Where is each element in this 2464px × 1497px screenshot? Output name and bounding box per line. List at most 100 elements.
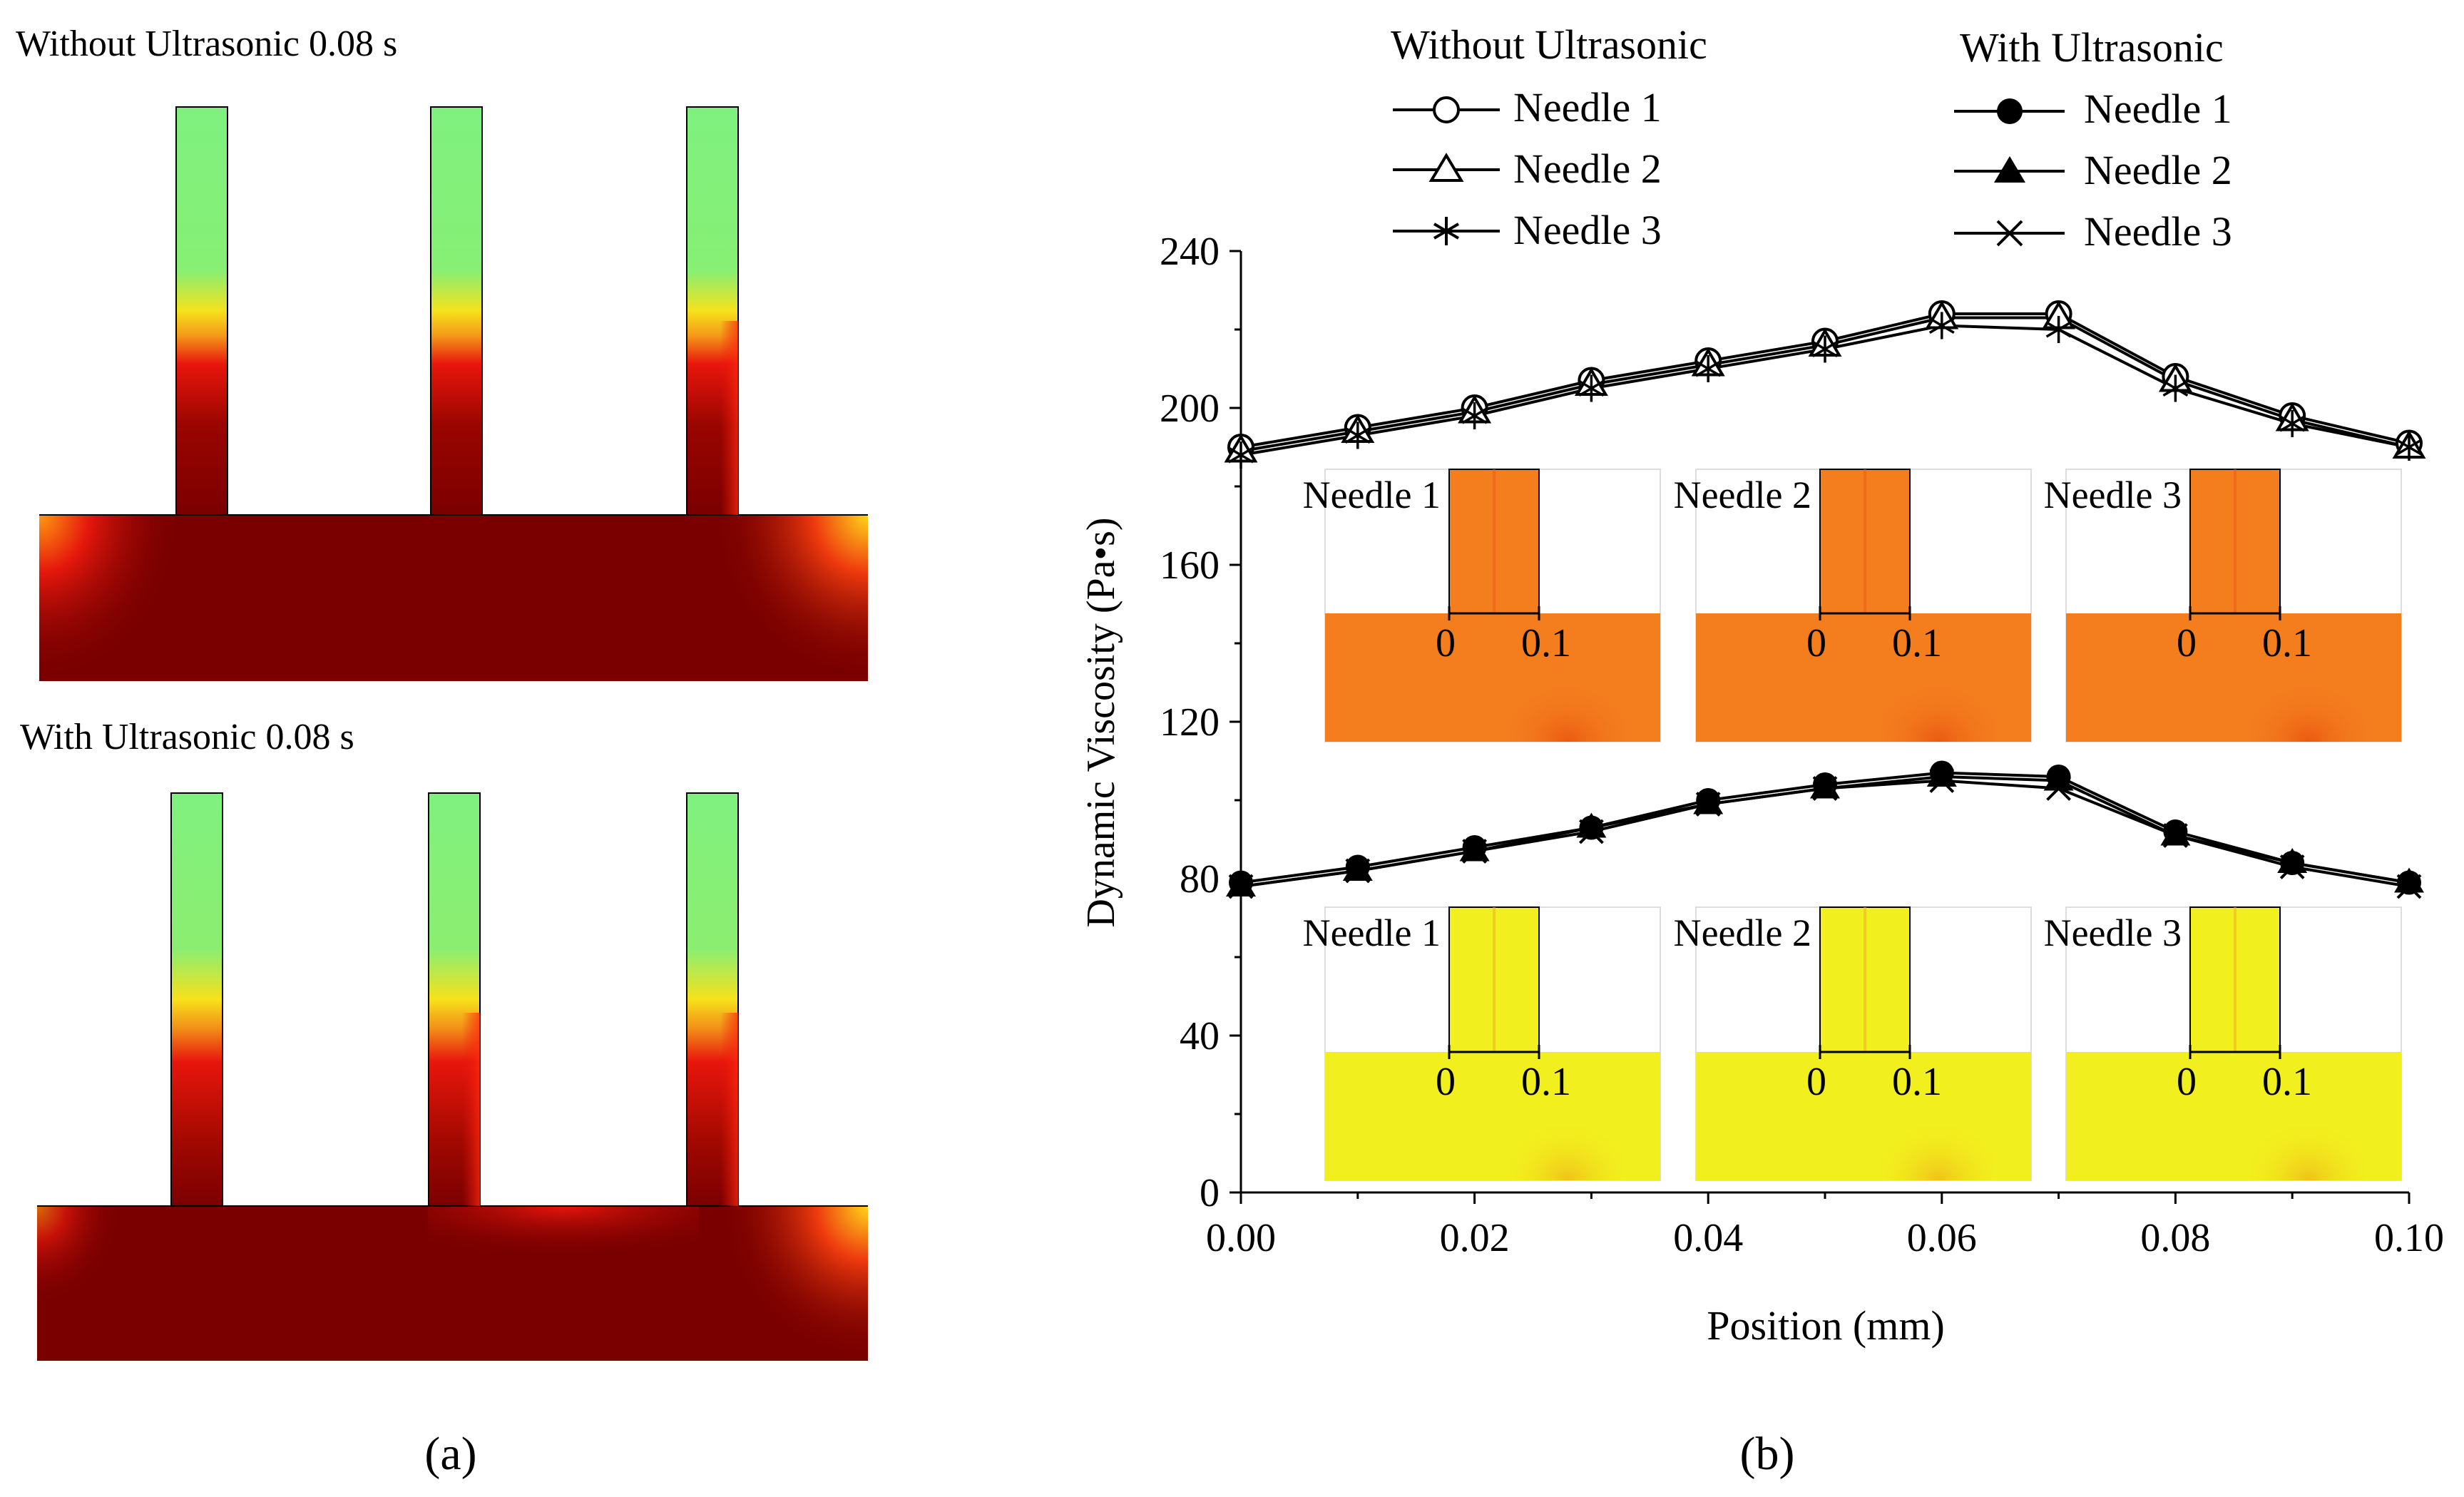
inset-title: Needle 2 xyxy=(1674,911,1811,954)
data-point-triangle-filled xyxy=(1810,773,1840,799)
panel-b-label: (b) xyxy=(1740,1428,1795,1480)
circle-open-marker xyxy=(1433,96,1460,123)
data-point-cross xyxy=(1228,874,1254,899)
y-tick-label: 160 xyxy=(1160,543,1220,588)
triangle-open-marker xyxy=(1428,153,1464,182)
inset-scale-end: 0.1 xyxy=(2262,1060,2312,1104)
series-markers-3 xyxy=(1228,312,2422,469)
data-point-cross xyxy=(1812,776,1838,801)
inset-scale-start: 0 xyxy=(1436,1060,1456,1104)
inset-hotspot xyxy=(1881,642,1995,742)
data-point-asterisk xyxy=(1928,312,1955,339)
data-point-cross xyxy=(1929,768,1955,793)
inset-title: Needle 3 xyxy=(2044,911,2182,954)
inset-title: Needle 1 xyxy=(1303,474,1441,516)
sim-base-corner-left xyxy=(37,1206,123,1306)
panel-a-top-title: Without Ultrasonic 0.08 s xyxy=(16,24,397,64)
legend-item-without-1: Needle 1 xyxy=(1393,84,1662,131)
data-point-triangle-filled xyxy=(1576,812,1607,838)
inset-scale-start: 0 xyxy=(1806,1060,1826,1104)
cross-marker xyxy=(1996,220,2023,247)
legend-item-with-2: Needle 2 xyxy=(1954,147,2232,193)
triangle-filled-marker xyxy=(1994,156,2025,183)
x-axis-label: Position (mm) xyxy=(1707,1302,1945,1349)
inset-scale-end: 0.1 xyxy=(1892,621,1942,665)
data-point-asterisk xyxy=(2396,434,2422,461)
inset-without-needle-3: 0 0.1 Needle 3 xyxy=(2044,469,2402,742)
data-point-cross xyxy=(1695,792,1721,817)
data-point-asterisk xyxy=(1228,441,1254,469)
asterisk-marker xyxy=(1433,217,1460,245)
y-tick-label: 120 xyxy=(1160,700,1220,745)
x-tick-label: 0.06 xyxy=(1907,1216,1977,1260)
data-point-triangle-filled xyxy=(2160,820,2191,846)
inset-scale-end: 0.1 xyxy=(1521,621,1571,665)
circle-filled-marker xyxy=(1997,98,2023,124)
panel-a-bottom-title: With Ultrasonic 0.08 s xyxy=(20,717,354,757)
panel-a-label: (a) xyxy=(424,1428,476,1480)
legend-label: Needle 3 xyxy=(2084,208,2232,255)
needle-tube-3-glow xyxy=(720,321,738,515)
series-markers-1 xyxy=(1227,300,2423,461)
data-point-asterisk xyxy=(1812,335,1838,363)
inset-scale-start: 0 xyxy=(2177,1060,2197,1104)
data-point-triangle-filled xyxy=(1459,836,1490,862)
legend: Without Ultrasonic With Ultrasonic Needl… xyxy=(1391,21,2232,255)
inset-with-needle-3: 0 0.1 Needle 3 xyxy=(2044,906,2402,1181)
needle-tube-2 xyxy=(430,106,483,516)
y-axis-label: Dynamic Viscosity (Pa•s) xyxy=(1079,517,1123,927)
sim-with-ultrasonic xyxy=(37,792,868,1361)
inset-scale-end: 0.1 xyxy=(2262,621,2312,665)
data-point-triangle-filled xyxy=(1342,856,1373,881)
inset-scale-end: 0.1 xyxy=(1892,1060,1942,1104)
y-tick-label: 80 xyxy=(1180,857,1220,901)
legend-title-with: With Ultrasonic xyxy=(1960,24,2224,71)
inset-without-needle-1: 0 0.1 Needle 1 xyxy=(1303,469,1661,742)
x-tick-label: 0.10 xyxy=(2374,1216,2444,1260)
inset-images: 0 0.1 Needle 1 0 0.1 Needle 2 0 0.1 Needle 3 0 0.1… xyxy=(1303,469,2402,1181)
data-point-cross xyxy=(1462,839,1488,864)
legend-label: Needle 2 xyxy=(2084,147,2232,193)
data-point-cross xyxy=(2162,823,2188,848)
data-point-asterisk xyxy=(2279,410,2306,437)
legend-item-with-3: Needle 3 xyxy=(1954,208,2232,255)
sim-base-corner-left xyxy=(39,515,182,681)
x-tick-label: 0.02 xyxy=(1440,1216,1510,1260)
inset-with-needle-2: 0 0.1 Needle 2 xyxy=(1674,906,2032,1181)
data-point-triangle-filled xyxy=(1926,762,1957,787)
inset-title: Needle 3 xyxy=(2044,474,2182,516)
legend-label: Needle 2 xyxy=(1513,145,1662,192)
inset-hotspot xyxy=(2251,642,2366,742)
inset-scale-start: 0 xyxy=(1436,621,1456,665)
data-point-triangle-filled xyxy=(1226,872,1256,896)
y-tick-label: 0 xyxy=(1200,1171,1220,1215)
data-point-triangle-filled xyxy=(2277,848,2308,873)
data-point-asterisk xyxy=(1461,402,1488,429)
series-markers-6 xyxy=(1228,768,2422,899)
x-tick-label: 0.00 xyxy=(1206,1216,1276,1260)
needle-tube-1 xyxy=(170,792,223,1207)
inset-scale-start: 0 xyxy=(2177,621,2197,665)
data-point-triangle-filled xyxy=(2043,765,2074,791)
legend-item-with-1: Needle 1 xyxy=(1954,86,2232,132)
data-point-asterisk xyxy=(1344,421,1371,449)
sim-base-corner-right xyxy=(720,1206,868,1361)
chart-axes: 0.00 0.02 0.04 0.06 0.08 0.100408012016020024… xyxy=(1160,230,2444,1260)
inset-scale-start: 0 xyxy=(1806,621,1826,665)
y-tick-label: 200 xyxy=(1160,387,1220,431)
inset-without-needle-2: 0 0.1 Needle 2 xyxy=(1674,469,2032,742)
panel-b: Without Ultrasonic With Ultrasonic Needl… xyxy=(1079,21,2444,1480)
needle-tube-1 xyxy=(175,106,228,516)
panel-a: Without Ultrasonic 0.08 s With Ultrasoni… xyxy=(16,24,868,1480)
legend-label: Needle 1 xyxy=(2084,86,2232,132)
data-point-asterisk xyxy=(1578,374,1605,402)
data-point-cross xyxy=(1345,858,1371,884)
sim-base-corner-right xyxy=(713,515,868,681)
chart-series-markers xyxy=(1224,300,2426,899)
data-point-cross xyxy=(1578,819,1604,844)
legend-label: Needle 3 xyxy=(1513,207,1662,253)
legend-item-without-3: Needle 3 xyxy=(1393,207,1662,253)
legend-item-without-2: Needle 2 xyxy=(1393,145,1662,192)
data-point-cross xyxy=(2046,776,2072,801)
inset-scale-end: 0.1 xyxy=(1521,1060,1571,1104)
